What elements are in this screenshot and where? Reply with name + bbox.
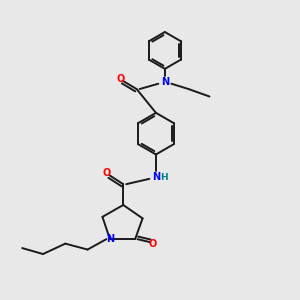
Text: O: O <box>103 168 111 178</box>
Text: N: N <box>106 234 114 244</box>
Text: O: O <box>116 74 124 84</box>
Text: H: H <box>160 173 168 182</box>
Text: N: N <box>152 172 160 182</box>
Text: O: O <box>149 238 157 249</box>
Text: N: N <box>161 77 169 87</box>
